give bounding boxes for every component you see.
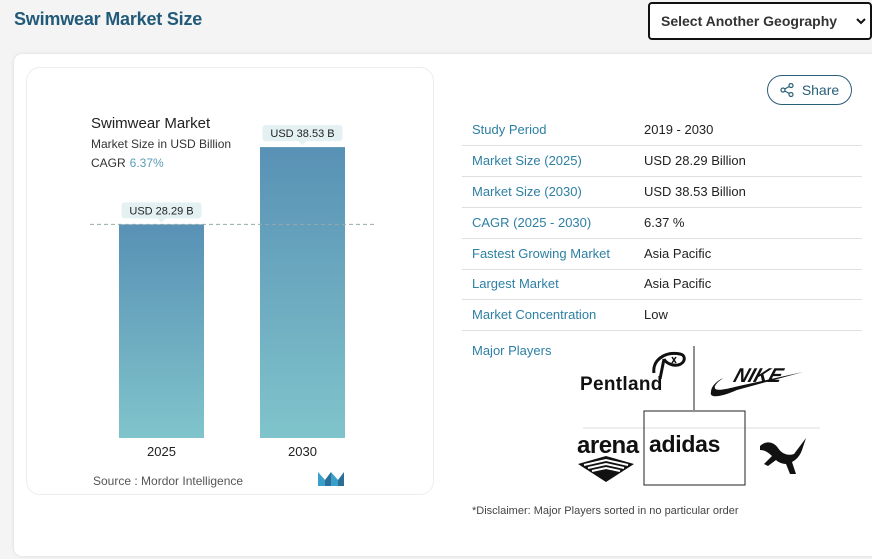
stat-value: Asia Pacific [644, 246, 712, 261]
stat-row-market-size-2030: Market Size (2030) USD 38.53 Billion [462, 177, 862, 208]
data-label: USD 38.53 B [270, 128, 334, 140]
chart-subtitle: Market Size in USD Billion [91, 137, 232, 151]
chart-source: Source : Mordor Intelligence [93, 474, 244, 488]
stat-key: CAGR (2025 - 2030) [472, 215, 592, 230]
stat-value: USD 28.29 Billion [644, 153, 746, 168]
stat-key: Market Concentration [472, 307, 597, 322]
stat-key: Fastest Growing Market [472, 246, 610, 261]
stat-row-study-period: Study Period 2019 - 2030 [462, 115, 862, 146]
share-label: Share [801, 82, 840, 98]
data-label-pointer [157, 218, 166, 223]
mordor-logo-icon [318, 472, 344, 486]
chart-card [26, 67, 434, 495]
nike-logo-icon: NIKE [710, 364, 803, 397]
data-label-bg [121, 202, 202, 219]
stat-key: Largest Market [472, 276, 559, 291]
stat-value: USD 38.53 Billion [644, 184, 746, 199]
cagr-label: CAGR [91, 156, 126, 170]
data-label-bg [262, 125, 343, 142]
share-icon [780, 83, 794, 97]
stat-row-fastest-growing-market: Fastest Growing Market Asia Pacific [462, 239, 862, 270]
adidas-wordmark: adidas [649, 431, 721, 457]
disclaimer: *Disclaimer: Major Players sorted in no … [472, 505, 739, 517]
chart-cagr: CAGR 6.37% [91, 156, 164, 170]
cagr-value: 6.37% [129, 156, 164, 170]
stat-value: Low [644, 307, 668, 322]
pentland-wordmark: Pentland [580, 374, 663, 395]
stat-value: Asia Pacific [644, 276, 712, 291]
stat-key: Study Period [472, 122, 547, 137]
share-button[interactable]: Share [767, 75, 852, 105]
chevron-down-icon [856, 18, 866, 25]
geography-select[interactable]: Select Another Geography [648, 2, 872, 40]
puma-logo-icon [760, 438, 806, 474]
x-tick-label: 2030 [288, 444, 317, 459]
stat-row-market-concentration: Market Concentration Low [462, 300, 862, 331]
data-label-pointer [298, 141, 307, 146]
arena-wordmark: arena [577, 432, 639, 459]
stat-key: Market Size (2030) [472, 184, 582, 199]
bar-2030 [260, 147, 345, 438]
arena-diamond-icon [578, 456, 634, 482]
data-label: USD 28.29 B [129, 205, 193, 217]
bar-2025 [119, 224, 204, 438]
stat-row-market-size-2025: Market Size (2025) USD 28.29 Billion [462, 146, 862, 177]
major-players-label: Major Players [472, 343, 552, 358]
x-tick-label: 2025 [147, 444, 176, 459]
geography-select-label: Select Another Geography [661, 13, 838, 29]
svg-text:NIKE: NIKE [731, 364, 787, 386]
stat-row-cagr: CAGR (2025 - 2030) 6.37 % [462, 208, 862, 239]
stat-value: 6.37 % [644, 215, 685, 230]
stat-key: Market Size (2025) [472, 153, 582, 168]
pentland-mark-icon [652, 351, 686, 380]
page-title: Swimwear Market Size [14, 9, 203, 29]
stat-row-largest-market: Largest Market Asia Pacific [462, 269, 862, 300]
chart-title: Swimwear Market [91, 115, 211, 132]
stat-value: 2019 - 2030 [644, 122, 714, 137]
